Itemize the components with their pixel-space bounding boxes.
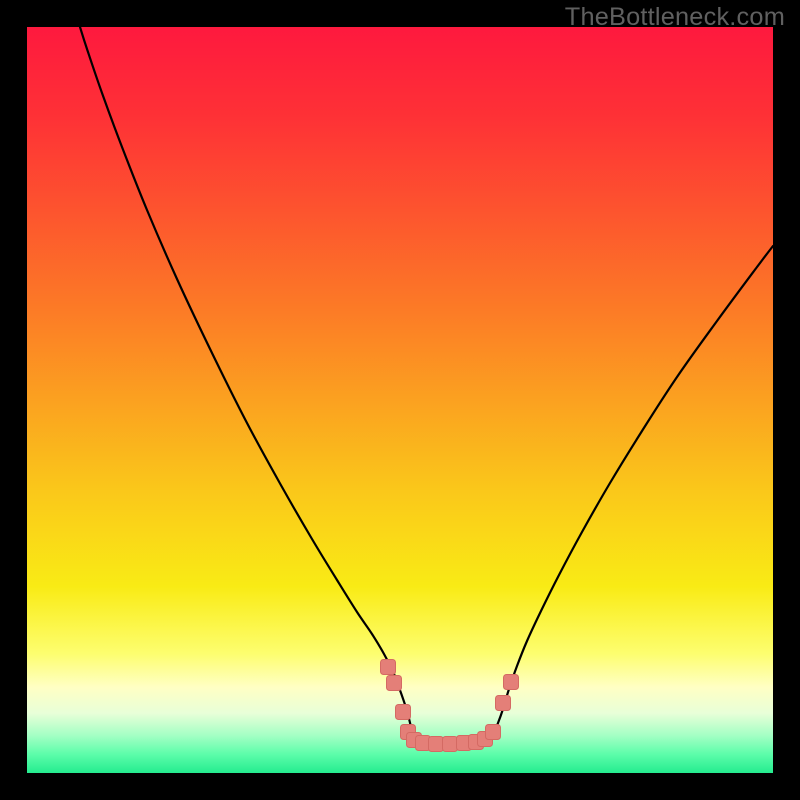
curve-marker xyxy=(496,696,511,711)
curve-marker xyxy=(486,725,501,740)
curve-marker xyxy=(381,660,396,675)
chart-plot-area xyxy=(27,27,773,773)
bottleneck-curve-chart xyxy=(27,27,773,773)
curve-marker xyxy=(387,676,402,691)
curve-marker xyxy=(396,705,411,720)
watermark-label: TheBottleneck.com xyxy=(565,3,785,32)
curve-marker xyxy=(429,737,444,752)
curve-marker xyxy=(504,675,519,690)
curve-marker xyxy=(443,737,458,752)
